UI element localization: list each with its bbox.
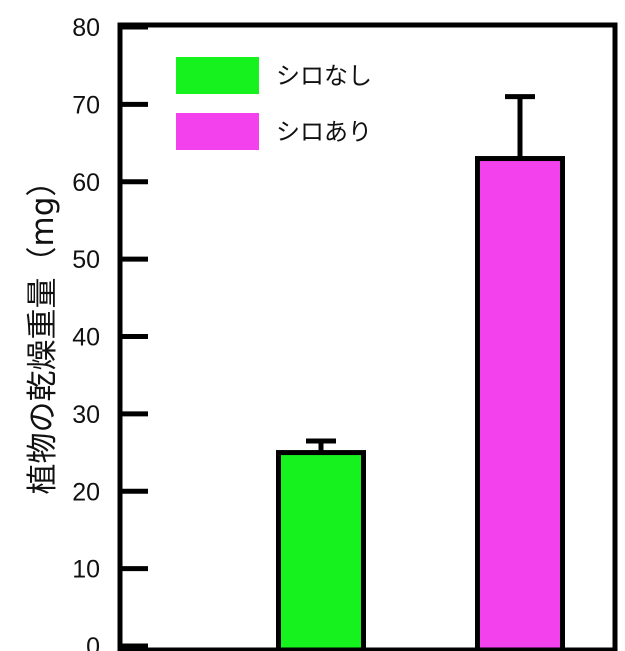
- y-tick-label: 50: [72, 246, 100, 274]
- y-axis-title: 植物の乾燥重量（mg）: [25, 166, 61, 495]
- y-tick-label: 10: [72, 556, 100, 584]
- bar-2: [475, 156, 565, 651]
- legend-swatch-2: [176, 113, 259, 150]
- legend-swatch-1: [176, 57, 259, 94]
- y-tick-label: 20: [72, 478, 100, 506]
- y-tick-label: 80: [72, 14, 100, 42]
- y-tick-label: 60: [72, 169, 100, 197]
- legend-label-1: シロなし: [276, 62, 372, 90]
- y-tick-label: 70: [72, 91, 100, 119]
- legend-label-2: シロあり: [276, 118, 372, 146]
- y-tick-label: 0: [86, 633, 100, 651]
- y-tick-label: 40: [72, 324, 100, 352]
- y-tick-label: 30: [72, 401, 100, 429]
- bar-1: [276, 450, 366, 651]
